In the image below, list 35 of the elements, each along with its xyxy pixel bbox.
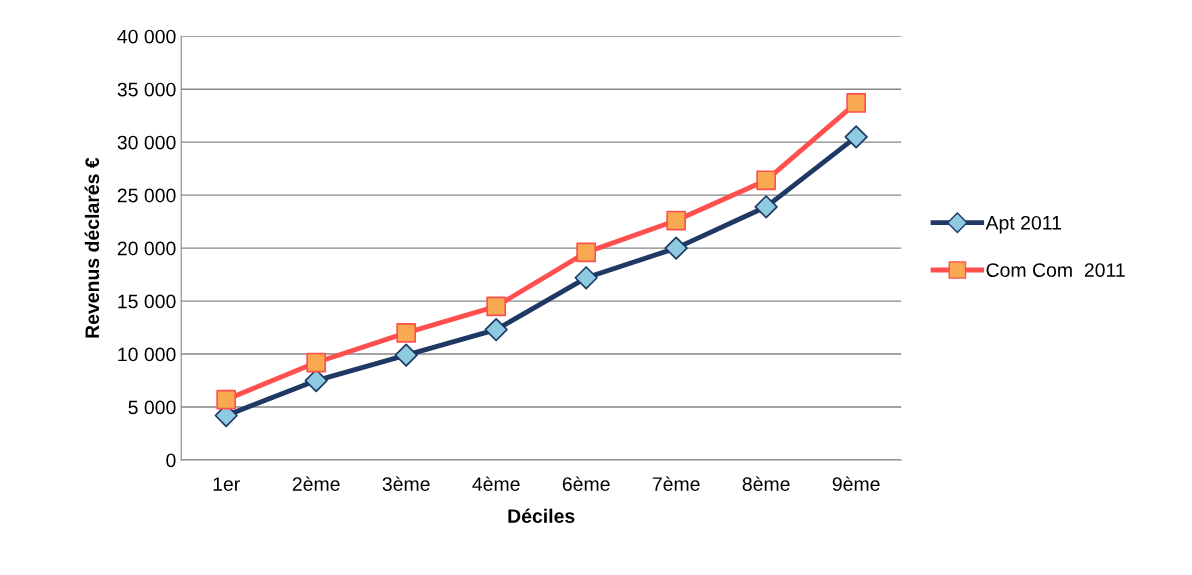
y-tick-label: 25 000 bbox=[117, 188, 176, 203]
y-tick-label: 30 000 bbox=[117, 135, 176, 150]
point bbox=[754, 195, 778, 219]
x-tick-label: 4ème bbox=[472, 476, 520, 491]
point bbox=[216, 389, 237, 410]
y-tick-label: 35 000 bbox=[117, 82, 176, 97]
point bbox=[666, 210, 687, 231]
y-tick-label: 10 000 bbox=[118, 347, 176, 362]
y-tick-label: 40 000 bbox=[117, 29, 176, 44]
x-tick-label: 3ème bbox=[382, 476, 430, 491]
y-tick-label: 5 000 bbox=[128, 400, 176, 415]
point bbox=[574, 266, 598, 290]
x-tick-label: 1er bbox=[213, 477, 240, 491]
y-axis-title: Revenus déclarés € bbox=[84, 157, 100, 338]
y-tick-label: 20 000 bbox=[117, 241, 176, 256]
x-tick-label: 8ème bbox=[742, 476, 790, 491]
y-tick-label: 15 000 bbox=[118, 294, 176, 309]
x-tick-label: 6ème bbox=[562, 476, 610, 491]
legend-label: Apt 2011 bbox=[985, 215, 1062, 234]
x-tick-label: 2ème bbox=[292, 476, 340, 491]
point bbox=[846, 93, 867, 113]
point bbox=[394, 343, 418, 367]
point bbox=[576, 242, 597, 263]
point bbox=[396, 323, 417, 343]
x-axis-title: Déciles bbox=[508, 508, 575, 523]
point bbox=[486, 296, 507, 317]
point bbox=[844, 125, 868, 149]
point bbox=[484, 318, 508, 342]
legend-label: Com Com 2011 bbox=[986, 263, 1125, 277]
point bbox=[664, 236, 688, 260]
point bbox=[306, 352, 327, 373]
point bbox=[756, 170, 777, 191]
x-tick-label: 9ème bbox=[832, 476, 880, 491]
y-tick-label: 0 bbox=[166, 453, 176, 468]
x-tick-label: 7ème bbox=[652, 476, 700, 491]
